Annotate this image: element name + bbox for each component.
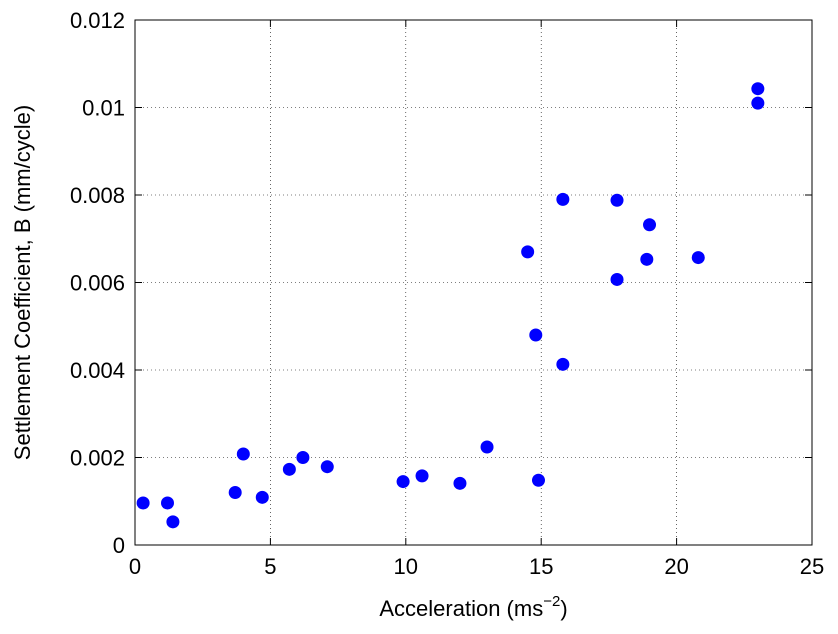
data-points xyxy=(136,82,765,529)
y-tick-label: 0 xyxy=(113,533,125,558)
y-tick-label: 0.004 xyxy=(70,358,125,383)
grid-lines xyxy=(135,20,812,545)
y-tick-label: 0.006 xyxy=(70,271,125,296)
data-point xyxy=(396,475,410,489)
data-point xyxy=(228,486,242,499)
plot-frame xyxy=(134,19,813,546)
x-tick-label: 10 xyxy=(394,554,418,579)
x-tick-label: 25 xyxy=(800,554,824,579)
data-point xyxy=(531,473,545,487)
data-point xyxy=(282,462,296,476)
data-point xyxy=(320,460,334,474)
data-point xyxy=(521,245,535,259)
x-tick-label: 15 xyxy=(529,554,553,579)
data-point xyxy=(480,440,494,454)
x-tick-label: 0 xyxy=(129,554,141,579)
y-axis-label: Settlement Coefficient, B (mm/cycle) xyxy=(10,105,35,460)
x-tick-label: 5 xyxy=(264,554,276,579)
y-tick-label: 0.012 xyxy=(70,8,125,33)
data-point xyxy=(610,272,624,286)
data-point xyxy=(610,193,624,207)
data-point xyxy=(643,218,657,232)
data-point xyxy=(691,251,705,265)
data-point xyxy=(453,476,467,490)
data-point xyxy=(166,515,180,529)
data-point xyxy=(236,447,250,461)
x-tick-label: 20 xyxy=(664,554,688,579)
data-point xyxy=(556,192,570,206)
data-point xyxy=(255,490,269,504)
data-point xyxy=(751,96,765,110)
y-tick-label: 0.008 xyxy=(70,183,125,208)
data-point xyxy=(160,496,174,510)
y-tick-label: 0.002 xyxy=(70,446,125,471)
axis-ticks: 0 5 10 15 20 25 0 0.002 0.004 0.006 0.008 0.01 0.012 xyxy=(70,8,824,579)
data-point xyxy=(751,82,765,96)
y-tick-label: 0.01 xyxy=(82,96,125,121)
data-point xyxy=(415,469,429,483)
x-axis-label: Acceleration (ms−2) xyxy=(379,593,567,621)
data-point xyxy=(529,328,543,342)
data-point xyxy=(556,357,570,371)
data-point xyxy=(136,496,150,510)
data-point xyxy=(640,252,654,266)
data-point xyxy=(296,451,310,464)
